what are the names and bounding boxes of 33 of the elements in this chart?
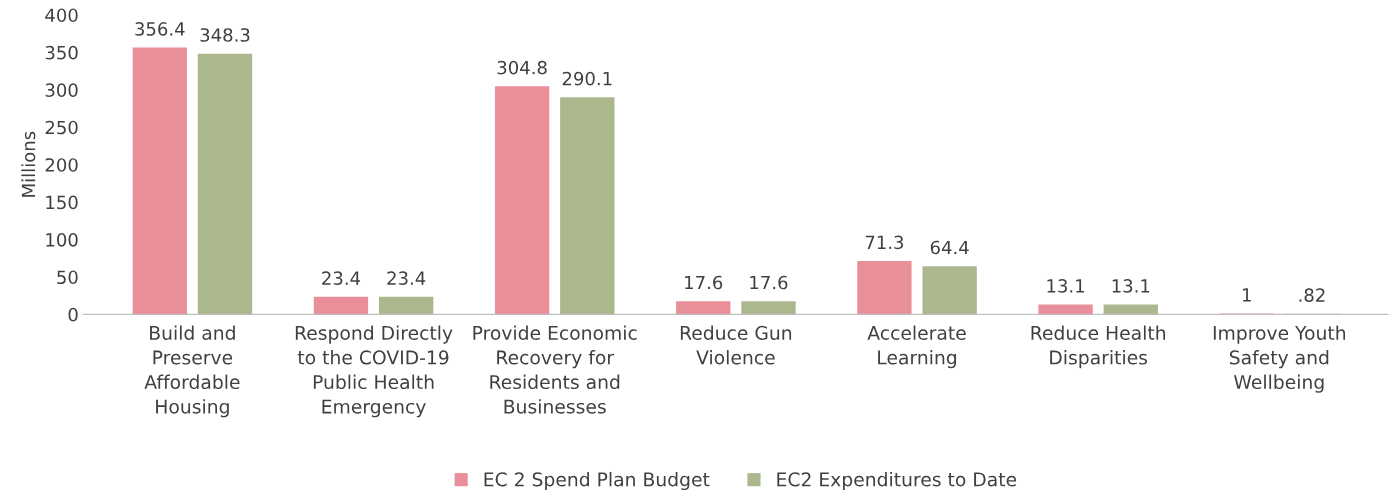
y-tick-label: 150 (46, 195, 78, 210)
x-tick-label: Reduce Health Disparities (1031, 325, 1166, 369)
y-tick-label: 400 (45, 8, 78, 23)
data-label: .82 (1299, 288, 1325, 302)
data-label: 304.8 (497, 60, 547, 75)
data-label: 64.4 (930, 240, 969, 255)
y-tick-label: 200 (45, 158, 78, 172)
data-label: 1 (1242, 288, 1251, 302)
legend-label: EC 2 Spend Plan Budget (484, 471, 710, 491)
y-tick-label: 0 (68, 307, 78, 322)
data-label: 23.4 (387, 271, 426, 286)
x-tick-label: Reduce Gun Violence (680, 325, 792, 365)
y-tick-label: 100 (46, 232, 78, 247)
x-tick-label: Respond Directly to the COVID-19 Public Health Emergency (295, 325, 453, 418)
data-label: 356.4 (135, 22, 185, 36)
data-label: 23.4 (322, 271, 361, 286)
data-label: 348.3 (200, 28, 250, 42)
y-tick-label: 250 (45, 120, 78, 135)
x-tick-label: Accelerate Learning (867, 325, 966, 369)
data-label: 13.1 (1112, 279, 1150, 293)
y-tick-label: 350 (45, 45, 78, 60)
x-tick-label: Build and Preserve Affordable Housing (144, 325, 240, 418)
x-tick-label: Improve Youth Safety and Wellbeing (1213, 325, 1346, 393)
x-tick-label: Provide Economic Recovery for Residents and Businesses (473, 325, 637, 414)
y-tick-label: 50 (57, 270, 78, 285)
data-label: 17.6 (750, 275, 788, 290)
data-label: 290.1 (562, 71, 612, 86)
y-axis-title: Millions (21, 131, 36, 197)
y-tick-label: 300 (45, 83, 78, 97)
legend-label: EC2 Expenditures to Date (777, 471, 1017, 491)
data-label: 17.6 (685, 275, 723, 290)
data-label: 71.3 (865, 235, 904, 250)
data-label: 13.1 (1047, 279, 1084, 293)
